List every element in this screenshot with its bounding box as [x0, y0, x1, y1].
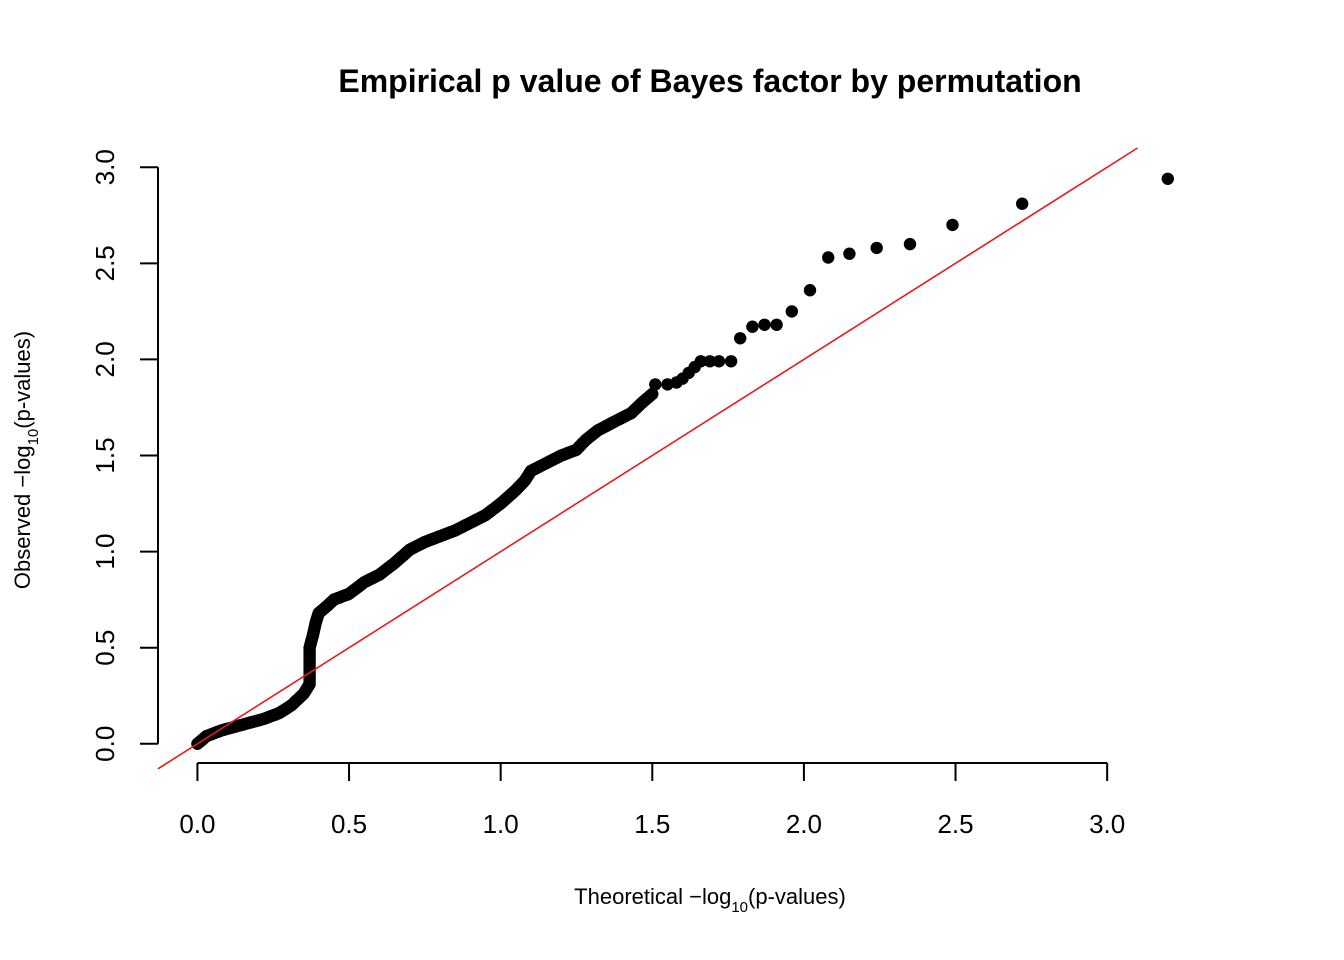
y-tick-label: 0.5 [90, 630, 120, 666]
data-point [903, 237, 917, 251]
x-axis-title: Theoretical −log10(p-values) [574, 884, 846, 916]
data-points [191, 172, 1175, 750]
data-point [803, 284, 817, 297]
chart-title: Empirical p value of Bayes factor by per… [338, 63, 1081, 99]
data-point [703, 355, 717, 368]
data-point [724, 355, 738, 368]
y-axis: 0.0 0.5 1.0 1.5 2.0 2.5 3.0 [90, 149, 159, 762]
data-point [946, 218, 959, 232]
y-ticks: 0.0 0.5 1.0 1.5 2.0 2.5 3.0 [90, 149, 158, 762]
y-tick-label: 2.0 [90, 341, 120, 377]
data-point [734, 332, 747, 345]
data-point [843, 247, 856, 260]
data-point [746, 320, 759, 333]
x-tick-label: 0.0 [179, 809, 215, 839]
x-tick-label: 0.5 [331, 809, 367, 839]
data-point [822, 251, 835, 264]
data-point [649, 378, 662, 391]
y-tick-label: 1.5 [90, 437, 120, 473]
y-tick-label: 0.0 [90, 726, 120, 762]
data-point [1161, 172, 1175, 185]
x-tick-label: 3.0 [1089, 809, 1125, 839]
y-tick-label: 2.5 [90, 245, 120, 281]
data-point [870, 241, 883, 255]
reference-line [157, 147, 1138, 770]
data-point [758, 318, 771, 331]
x-tick-label: 2.0 [786, 809, 822, 839]
data-point [712, 355, 726, 368]
x-tick-label: 2.5 [937, 809, 973, 839]
data-point [694, 355, 707, 368]
x-axis: 0.0 0.5 1.0 1.5 2.0 2.5 3.0 [179, 762, 1125, 839]
x-ticks: 0.0 0.5 1.0 1.5 2.0 2.5 3.0 [179, 763, 1125, 839]
y-axis-title: Observed −log10(p-values) [10, 331, 42, 589]
data-point [646, 387, 659, 401]
y-tick-label: 1.0 [90, 534, 120, 570]
x-tick-label: 1.0 [483, 809, 519, 839]
y-tick-label: 3.0 [90, 149, 120, 185]
x-tick-label: 1.5 [634, 809, 670, 839]
data-point [1016, 197, 1029, 210]
data-point [785, 305, 798, 318]
data-point [770, 318, 783, 331]
